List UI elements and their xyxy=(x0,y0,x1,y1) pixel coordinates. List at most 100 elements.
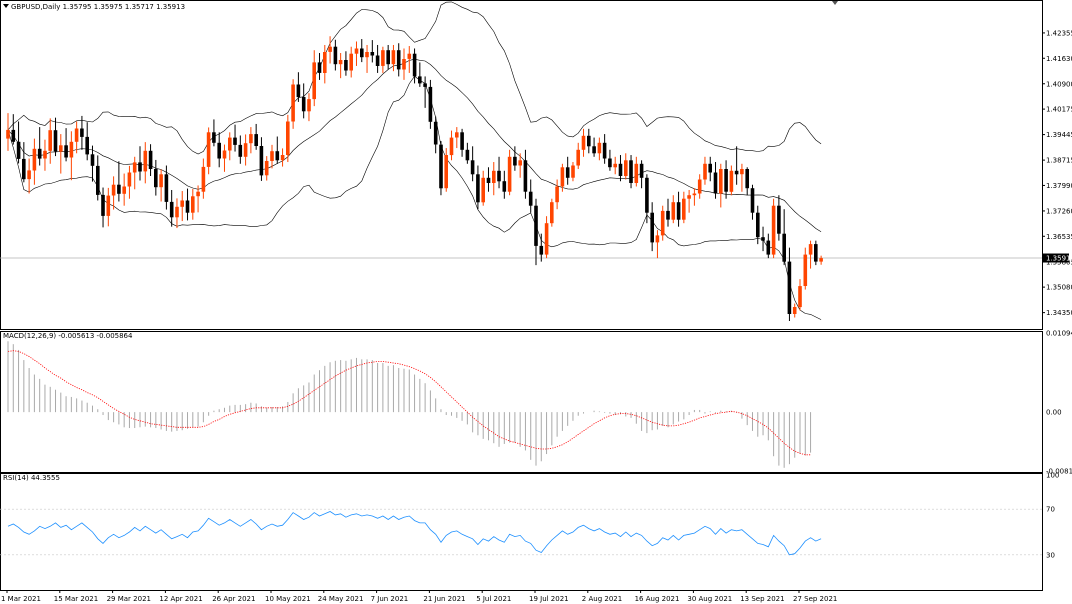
candle-body xyxy=(782,233,786,262)
candle xyxy=(618,155,623,182)
candle-body xyxy=(323,52,327,73)
candle xyxy=(803,247,808,290)
candle-body xyxy=(69,141,74,158)
candle-body xyxy=(312,62,316,100)
candle xyxy=(481,170,485,206)
candle xyxy=(798,279,802,311)
candle-body xyxy=(629,160,633,183)
candle xyxy=(53,117,58,157)
candle-body xyxy=(613,163,617,168)
candle xyxy=(692,188,697,206)
macd-tick-label: 0.010945 xyxy=(1046,330,1072,338)
collapse-triangle-icon[interactable] xyxy=(3,4,9,8)
candle xyxy=(539,233,544,262)
candle-body xyxy=(687,195,691,199)
candle-body xyxy=(360,48,364,58)
candle-body xyxy=(449,137,454,156)
candle-body xyxy=(792,307,797,314)
candle-body xyxy=(470,160,475,175)
candle-body xyxy=(217,142,221,159)
candle-body xyxy=(650,212,654,243)
candle xyxy=(396,43,401,77)
price-tick-label: 1.41630 xyxy=(1046,55,1072,63)
candle xyxy=(307,93,311,122)
candle-body xyxy=(750,188,755,213)
candle-body xyxy=(344,60,348,71)
candle xyxy=(719,163,723,208)
candle xyxy=(296,72,301,102)
candle xyxy=(682,191,686,224)
price-tick-label: 1.40175 xyxy=(1046,106,1072,114)
candle xyxy=(433,116,438,154)
candle-body xyxy=(106,195,111,216)
price-tick-label: 1.39445 xyxy=(1046,131,1072,139)
candle xyxy=(581,128,586,157)
candle-body xyxy=(22,158,26,180)
candle xyxy=(391,44,396,72)
candle xyxy=(713,162,718,199)
candle-body xyxy=(734,170,739,175)
candle xyxy=(333,39,338,71)
candle-body xyxy=(206,132,211,167)
candle-body xyxy=(180,200,184,207)
candle-body xyxy=(127,172,132,187)
candle-body xyxy=(660,210,665,236)
candle xyxy=(513,146,517,171)
candle-body xyxy=(803,254,808,286)
candle-body xyxy=(639,163,644,178)
candle xyxy=(132,156,137,190)
date-tick-label: 10 May 2021 xyxy=(265,595,311,603)
candle-body xyxy=(724,169,728,192)
candle xyxy=(639,160,644,189)
candle-body xyxy=(497,170,501,182)
shift-marker-icon[interactable] xyxy=(832,1,838,5)
candle xyxy=(666,198,670,227)
candle-body xyxy=(634,163,639,183)
candle xyxy=(122,173,126,206)
candle xyxy=(143,142,148,184)
candle xyxy=(338,53,343,79)
rsi-line xyxy=(7,511,822,556)
date-tick-label: 13 Sep 2021 xyxy=(740,595,784,603)
price-tick-label: 1.38715 xyxy=(1046,157,1072,165)
candle xyxy=(455,127,459,149)
candle xyxy=(528,179,533,213)
candle-body xyxy=(602,142,607,159)
candle-body xyxy=(502,181,507,192)
candle-body xyxy=(175,206,179,218)
price-tick-label: 1.37990 xyxy=(1046,182,1072,190)
candle xyxy=(43,139,47,171)
candle-body xyxy=(37,148,42,159)
candle xyxy=(48,118,52,164)
candle-body xyxy=(196,191,200,197)
candle xyxy=(317,53,322,80)
candle xyxy=(222,144,227,172)
price-tick-label: 1.42355 xyxy=(1046,29,1072,37)
candle-body xyxy=(666,210,670,220)
candle-body xyxy=(719,169,723,194)
date-tick-label: 2 Aug 2021 xyxy=(582,595,622,603)
chart-frames xyxy=(0,0,1043,591)
candle xyxy=(90,145,95,182)
candle-body xyxy=(43,150,47,159)
candle xyxy=(233,124,237,152)
candle xyxy=(740,163,744,192)
candle xyxy=(645,174,649,224)
candle xyxy=(175,198,179,229)
candle-body xyxy=(6,129,10,139)
candle xyxy=(354,41,359,66)
candle xyxy=(629,155,633,189)
candle-body xyxy=(476,174,480,203)
candle-body xyxy=(307,99,311,112)
price-tick-label: 1.40900 xyxy=(1046,80,1072,88)
candle-body xyxy=(444,155,448,189)
candle-body xyxy=(756,212,760,238)
date-tick-label: 15 Mar 2021 xyxy=(54,595,98,603)
candle-body xyxy=(481,177,485,203)
candle-body xyxy=(64,145,68,158)
candle xyxy=(323,44,327,84)
date-tick-label: 19 Jul 2021 xyxy=(529,595,569,603)
candle-body xyxy=(143,150,148,172)
bollinger-upper-line xyxy=(7,1,822,155)
